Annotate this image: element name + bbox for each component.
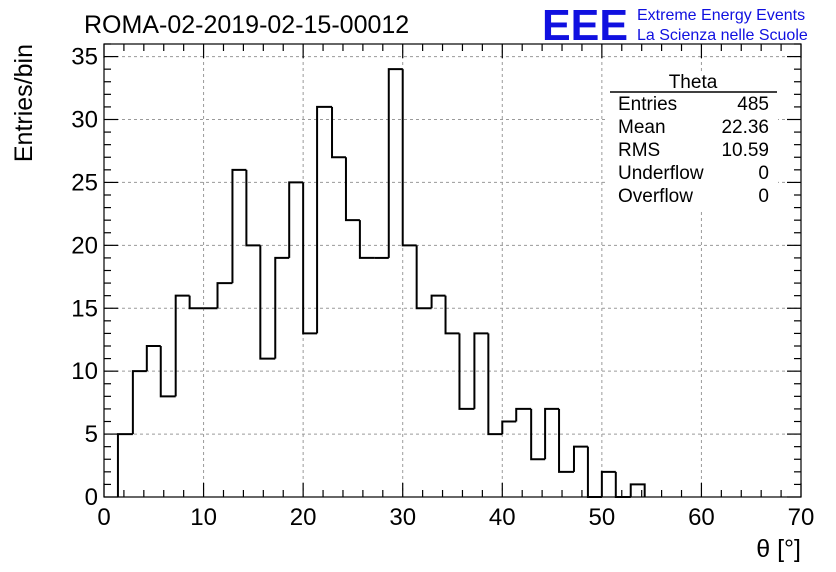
histogram-bin xyxy=(473,332,489,409)
stats-row-label: Entries xyxy=(618,94,677,115)
y-tick-label: 30 xyxy=(71,107,98,134)
y-tick-label: 5 xyxy=(85,421,98,448)
histogram-bin xyxy=(629,483,646,497)
x-tick-labels: 0 10 20 30 40 50 60 70 xyxy=(97,504,814,531)
x-tick-label: 0 xyxy=(97,504,110,531)
logo-line-2: La Scienza nelle Scuole xyxy=(637,27,808,44)
stats-row-label: Overflow xyxy=(618,186,693,207)
histogram-bin xyxy=(145,345,161,372)
x-tick-label: 30 xyxy=(389,504,416,531)
y-axis-label: Entries/bin xyxy=(10,44,38,162)
stats-row-value: 0 xyxy=(758,163,769,184)
x-tick-label: 20 xyxy=(290,504,317,531)
stats-box: Theta Entries 485 Mean 22.36 RMS 10.59 Underfl… xyxy=(608,72,778,212)
histogram-bin xyxy=(430,294,446,309)
x-axis-label: θ [°] xyxy=(756,535,801,563)
histogram-bin xyxy=(344,157,360,222)
stats-row-value: 22.36 xyxy=(721,117,769,138)
histogram-bars xyxy=(116,68,646,498)
histogram-bin xyxy=(586,446,602,498)
x-tick-label: 10 xyxy=(190,504,217,531)
histogram-bin xyxy=(116,433,133,497)
histogram-bin xyxy=(216,282,233,309)
stats-row-label: Mean xyxy=(618,117,666,138)
histogram-bin xyxy=(316,105,333,334)
histogram-bin xyxy=(487,333,503,436)
x-tick-label: 60 xyxy=(688,504,715,531)
histogram-bin xyxy=(159,346,176,398)
histogram-bin xyxy=(331,106,346,159)
histogram-bin xyxy=(444,295,460,335)
x-tick-label: 40 xyxy=(489,504,516,531)
y-tick-label: 35 xyxy=(71,44,98,71)
stats-box-rows: Entries 485 Mean 22.36 RMS 10.59 Underflow 0 Ove… xyxy=(618,94,769,207)
eee-logo: EEE Extreme Energy Events La Scienza nel… xyxy=(542,1,808,50)
stats-row-label: RMS xyxy=(618,140,660,161)
grid-lines xyxy=(104,44,801,497)
logo-line-1: Extreme Energy Events xyxy=(637,7,805,24)
y-tick-label: 10 xyxy=(71,358,98,385)
histogram-bin xyxy=(415,245,432,310)
histogram-bin xyxy=(131,370,147,435)
histogram-bin xyxy=(501,420,517,435)
chart-title: ROMA-02-2019-02-15-00012 xyxy=(84,11,409,39)
y-tick-label: 20 xyxy=(71,232,98,259)
histogram-bin xyxy=(188,295,204,310)
histogram-bin xyxy=(544,407,560,460)
histogram-bin xyxy=(274,256,290,359)
histogram-bin xyxy=(259,245,276,360)
stats-row-value: 485 xyxy=(737,94,769,115)
histogram-bin xyxy=(174,294,190,397)
histogram-bin xyxy=(387,68,403,258)
x-tick-label: 70 xyxy=(788,504,815,531)
stats-row-value: 0 xyxy=(758,186,769,207)
stats-row-value: 10.59 xyxy=(721,140,769,161)
y-tick-label: 25 xyxy=(71,169,98,196)
histogram-bin xyxy=(515,407,532,422)
histogram-bin xyxy=(558,408,574,473)
histogram-bin xyxy=(600,470,616,497)
x-tick-label: 50 xyxy=(589,504,616,531)
y-tick-label: 15 xyxy=(71,295,98,322)
axis-ticks xyxy=(103,43,802,498)
histogram-bin xyxy=(231,168,247,284)
stats-box-background xyxy=(608,72,778,212)
y-tick-labels: 0 5 10 15 20 25 30 35 xyxy=(71,44,98,511)
histogram-bin xyxy=(530,408,546,461)
histogram-bin xyxy=(245,169,261,247)
stats-row-label: Underflow xyxy=(618,163,704,184)
stats-box-title: Theta xyxy=(669,72,718,93)
histogram-bin xyxy=(614,471,631,498)
y-tick-label: 0 xyxy=(85,484,98,511)
histogram-bin xyxy=(458,333,475,410)
logo-mark: EEE xyxy=(542,1,628,50)
histogram-bin xyxy=(572,445,588,472)
histogram-bin xyxy=(401,69,417,247)
histogram-bin xyxy=(288,181,304,258)
histogram-bin xyxy=(358,220,375,259)
histogram-bin xyxy=(302,182,318,335)
